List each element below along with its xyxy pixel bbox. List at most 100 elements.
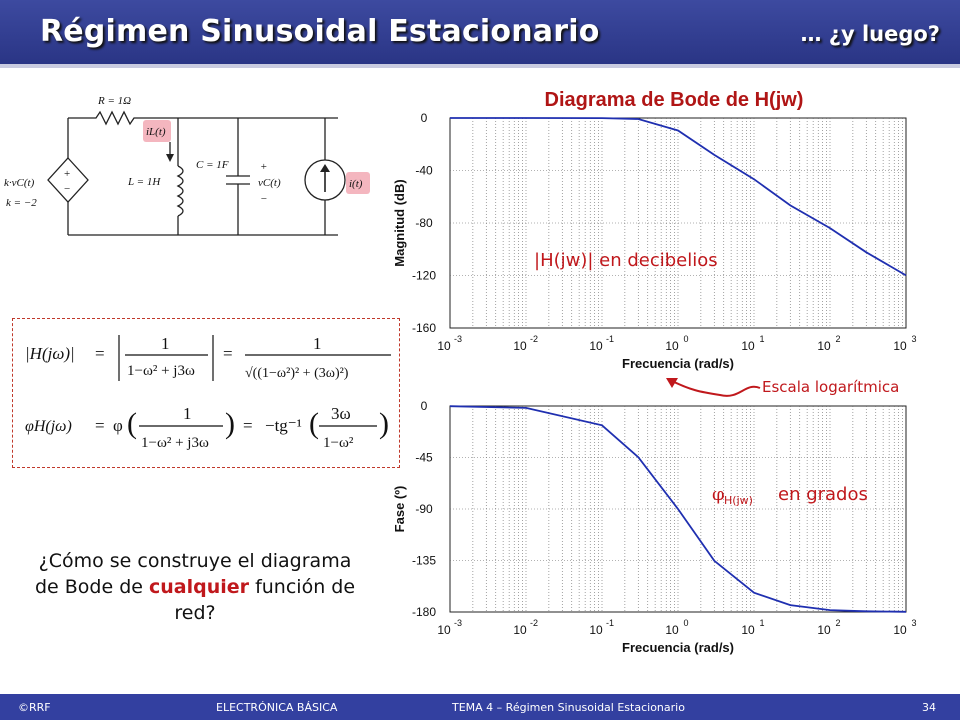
magnitude-ytick-label: 0 xyxy=(421,111,428,125)
footer-topic: TEMA 4 – Régimen Sinusoidal Estacionario xyxy=(452,701,685,714)
vc-label: vC(t) xyxy=(258,177,281,189)
svg-text:): ) xyxy=(225,407,235,440)
phase-xtick-exp: 2 xyxy=(835,618,840,628)
mag-lhs: |H(jω)| xyxy=(25,344,75,363)
phase-xtick-label: 10 xyxy=(741,623,755,637)
magnitude-xtick-label: 10 xyxy=(893,339,907,353)
dep-minus: − xyxy=(64,183,70,195)
footer-copyright: ©RRF xyxy=(18,701,51,714)
magnitude-series-line xyxy=(450,117,907,277)
question-highlight: cualquier xyxy=(149,576,250,598)
phase-xtick-label: 10 xyxy=(513,623,527,637)
magnitude-xtick-exp: -2 xyxy=(530,334,538,344)
magnitude-ytick-label: -40 xyxy=(415,164,433,178)
phase-ytick-label: -90 xyxy=(415,502,433,516)
phase-xtick-exp: -1 xyxy=(606,618,614,628)
phase-xtick-label: 10 xyxy=(817,623,831,637)
formula-box: |H(jω)| = 1 1−ω² + j3ω = 1 √((1−ω²)² + (… xyxy=(12,318,400,468)
magnitude-annotation: |H(jw)| en decibelios xyxy=(534,250,718,271)
phase-xtick-label: 10 xyxy=(437,623,451,637)
phase-xtick-exp: 3 xyxy=(911,618,916,628)
bode-diagram: Diagrama de Bode de H(jw) 0-40-80-120-16… xyxy=(392,89,917,655)
phi-symbol: φ xyxy=(113,416,123,435)
mag-den-2: √((1−ω²)² + (3ω)²) xyxy=(245,366,349,381)
magnitude-xlabel: Frecuencia (rad/s) xyxy=(622,356,734,371)
phase-xtick-exp: 1 xyxy=(759,618,764,628)
magnitude-xtick-label: 10 xyxy=(741,339,755,353)
source-current-label: i(t) xyxy=(349,178,363,190)
magnitude-ylabel: Magnitud (dB) xyxy=(392,179,407,266)
magnitude-xtick-label: 10 xyxy=(513,339,527,353)
transfer-formulas: |H(jω)| = 1 1−ω² + j3ω = 1 √((1−ω²)² + (… xyxy=(25,334,391,451)
phase-den: 1−ω² + j3ω xyxy=(141,435,209,451)
vc-minus: − xyxy=(260,193,267,205)
circuit-diagram: R = 1Ω iL(t) C = 1F L = 1H + vC(t) − i(t… xyxy=(4,95,370,236)
eq-3: = xyxy=(95,416,105,435)
header-bar: Régimen Sinusoidal Estacionario … ¿y lue… xyxy=(0,0,960,64)
phase-xtick-exp: -2 xyxy=(530,618,538,628)
phase-xtick-label: 10 xyxy=(893,623,907,637)
svg-text:): ) xyxy=(379,407,389,440)
magnitude-ytick-label: -160 xyxy=(412,321,436,335)
phase-num: 1 xyxy=(183,404,192,423)
inductor-label: L = 1H xyxy=(127,176,161,188)
dependent-source-label: k·vC(t) xyxy=(4,177,35,189)
phase-xtick-label: 10 xyxy=(589,623,603,637)
footer-course: ELECTRÓNICA BÁSICA xyxy=(216,701,338,714)
eq-4: = xyxy=(243,416,253,435)
phase-ylabel: Fase (º) xyxy=(392,486,407,533)
question-text: ¿Cómo se construye el diagrama de Bode d… xyxy=(30,548,360,626)
magnitude-xtick-exp: 3 xyxy=(911,334,916,344)
phase-annotation-symbol: φ xyxy=(712,484,725,505)
header-divider xyxy=(0,64,960,68)
log-scale-arrowhead xyxy=(666,378,678,388)
phase-annotation-subscript: H(jw) xyxy=(724,494,753,507)
phase-lhs: φH(jω) xyxy=(25,418,72,435)
magnitude-ytick-label: -120 xyxy=(412,269,436,283)
phase-ytick-label: -180 xyxy=(412,605,436,619)
gain-label: k = −2 xyxy=(6,197,37,209)
inductor-current-label: iL(t) xyxy=(146,126,166,138)
bode-title: Diagrama de Bode de H(jw) xyxy=(545,89,804,111)
log-scale-note: Escala logarítmica xyxy=(762,378,899,396)
magnitude-xtick-exp: 1 xyxy=(759,334,764,344)
magnitude-xtick-exp: -1 xyxy=(606,334,614,344)
phase-annotation-text: en grados xyxy=(778,484,868,505)
phase-ytick-label: -45 xyxy=(415,451,433,465)
capacitor-label: C = 1F xyxy=(196,159,229,171)
phase-xtick-label: 10 xyxy=(665,623,679,637)
svg-text:(: ( xyxy=(309,407,319,440)
phase-xtick-exp: -3 xyxy=(454,618,462,628)
question-part-2: función de red? xyxy=(174,576,356,624)
arctan: −tg⁻¹ xyxy=(265,416,302,435)
question-part-1: ¿Cómo se construye el diagrama de Bode d… xyxy=(34,550,352,598)
vc-plus: + xyxy=(260,161,267,173)
eq-1: = xyxy=(95,344,105,363)
mag-num: 1 xyxy=(161,334,170,353)
phase-xtick-exp: 0 xyxy=(683,618,688,628)
phase-ytick-label: -135 xyxy=(412,554,436,568)
magnitude-xtick-exp: 0 xyxy=(683,334,688,344)
magnitude-ytick-label: -80 xyxy=(415,216,433,230)
svg-text:(: ( xyxy=(127,407,137,440)
magnitude-xtick-label: 10 xyxy=(665,339,679,353)
footer-page: 34 xyxy=(922,701,936,714)
mag-num-2: 1 xyxy=(313,334,322,353)
resistor-label: R = 1Ω xyxy=(97,95,131,107)
phase-series-line xyxy=(449,405,907,613)
mag-den: 1−ω² + j3ω xyxy=(127,363,195,379)
eq-2: = xyxy=(223,344,233,363)
slide-title: Régimen Sinusoidal Estacionario xyxy=(40,14,600,49)
magnitude-xtick-label: 10 xyxy=(817,339,831,353)
footer-bar: ©RRF ELECTRÓNICA BÁSICA TEMA 4 – Régimen… xyxy=(0,694,960,720)
magnitude-xtick-label: 10 xyxy=(589,339,603,353)
phase-den-2: 1−ω² xyxy=(323,435,354,451)
dep-plus: + xyxy=(64,168,70,180)
magnitude-xtick-exp: -3 xyxy=(454,334,462,344)
magnitude-xtick-label: 10 xyxy=(437,339,451,353)
slide-subtitle: … ¿y luego? xyxy=(800,22,940,46)
magnitude-xtick-exp: 2 xyxy=(835,334,840,344)
phase-xlabel: Frecuencia (rad/s) xyxy=(622,640,734,655)
